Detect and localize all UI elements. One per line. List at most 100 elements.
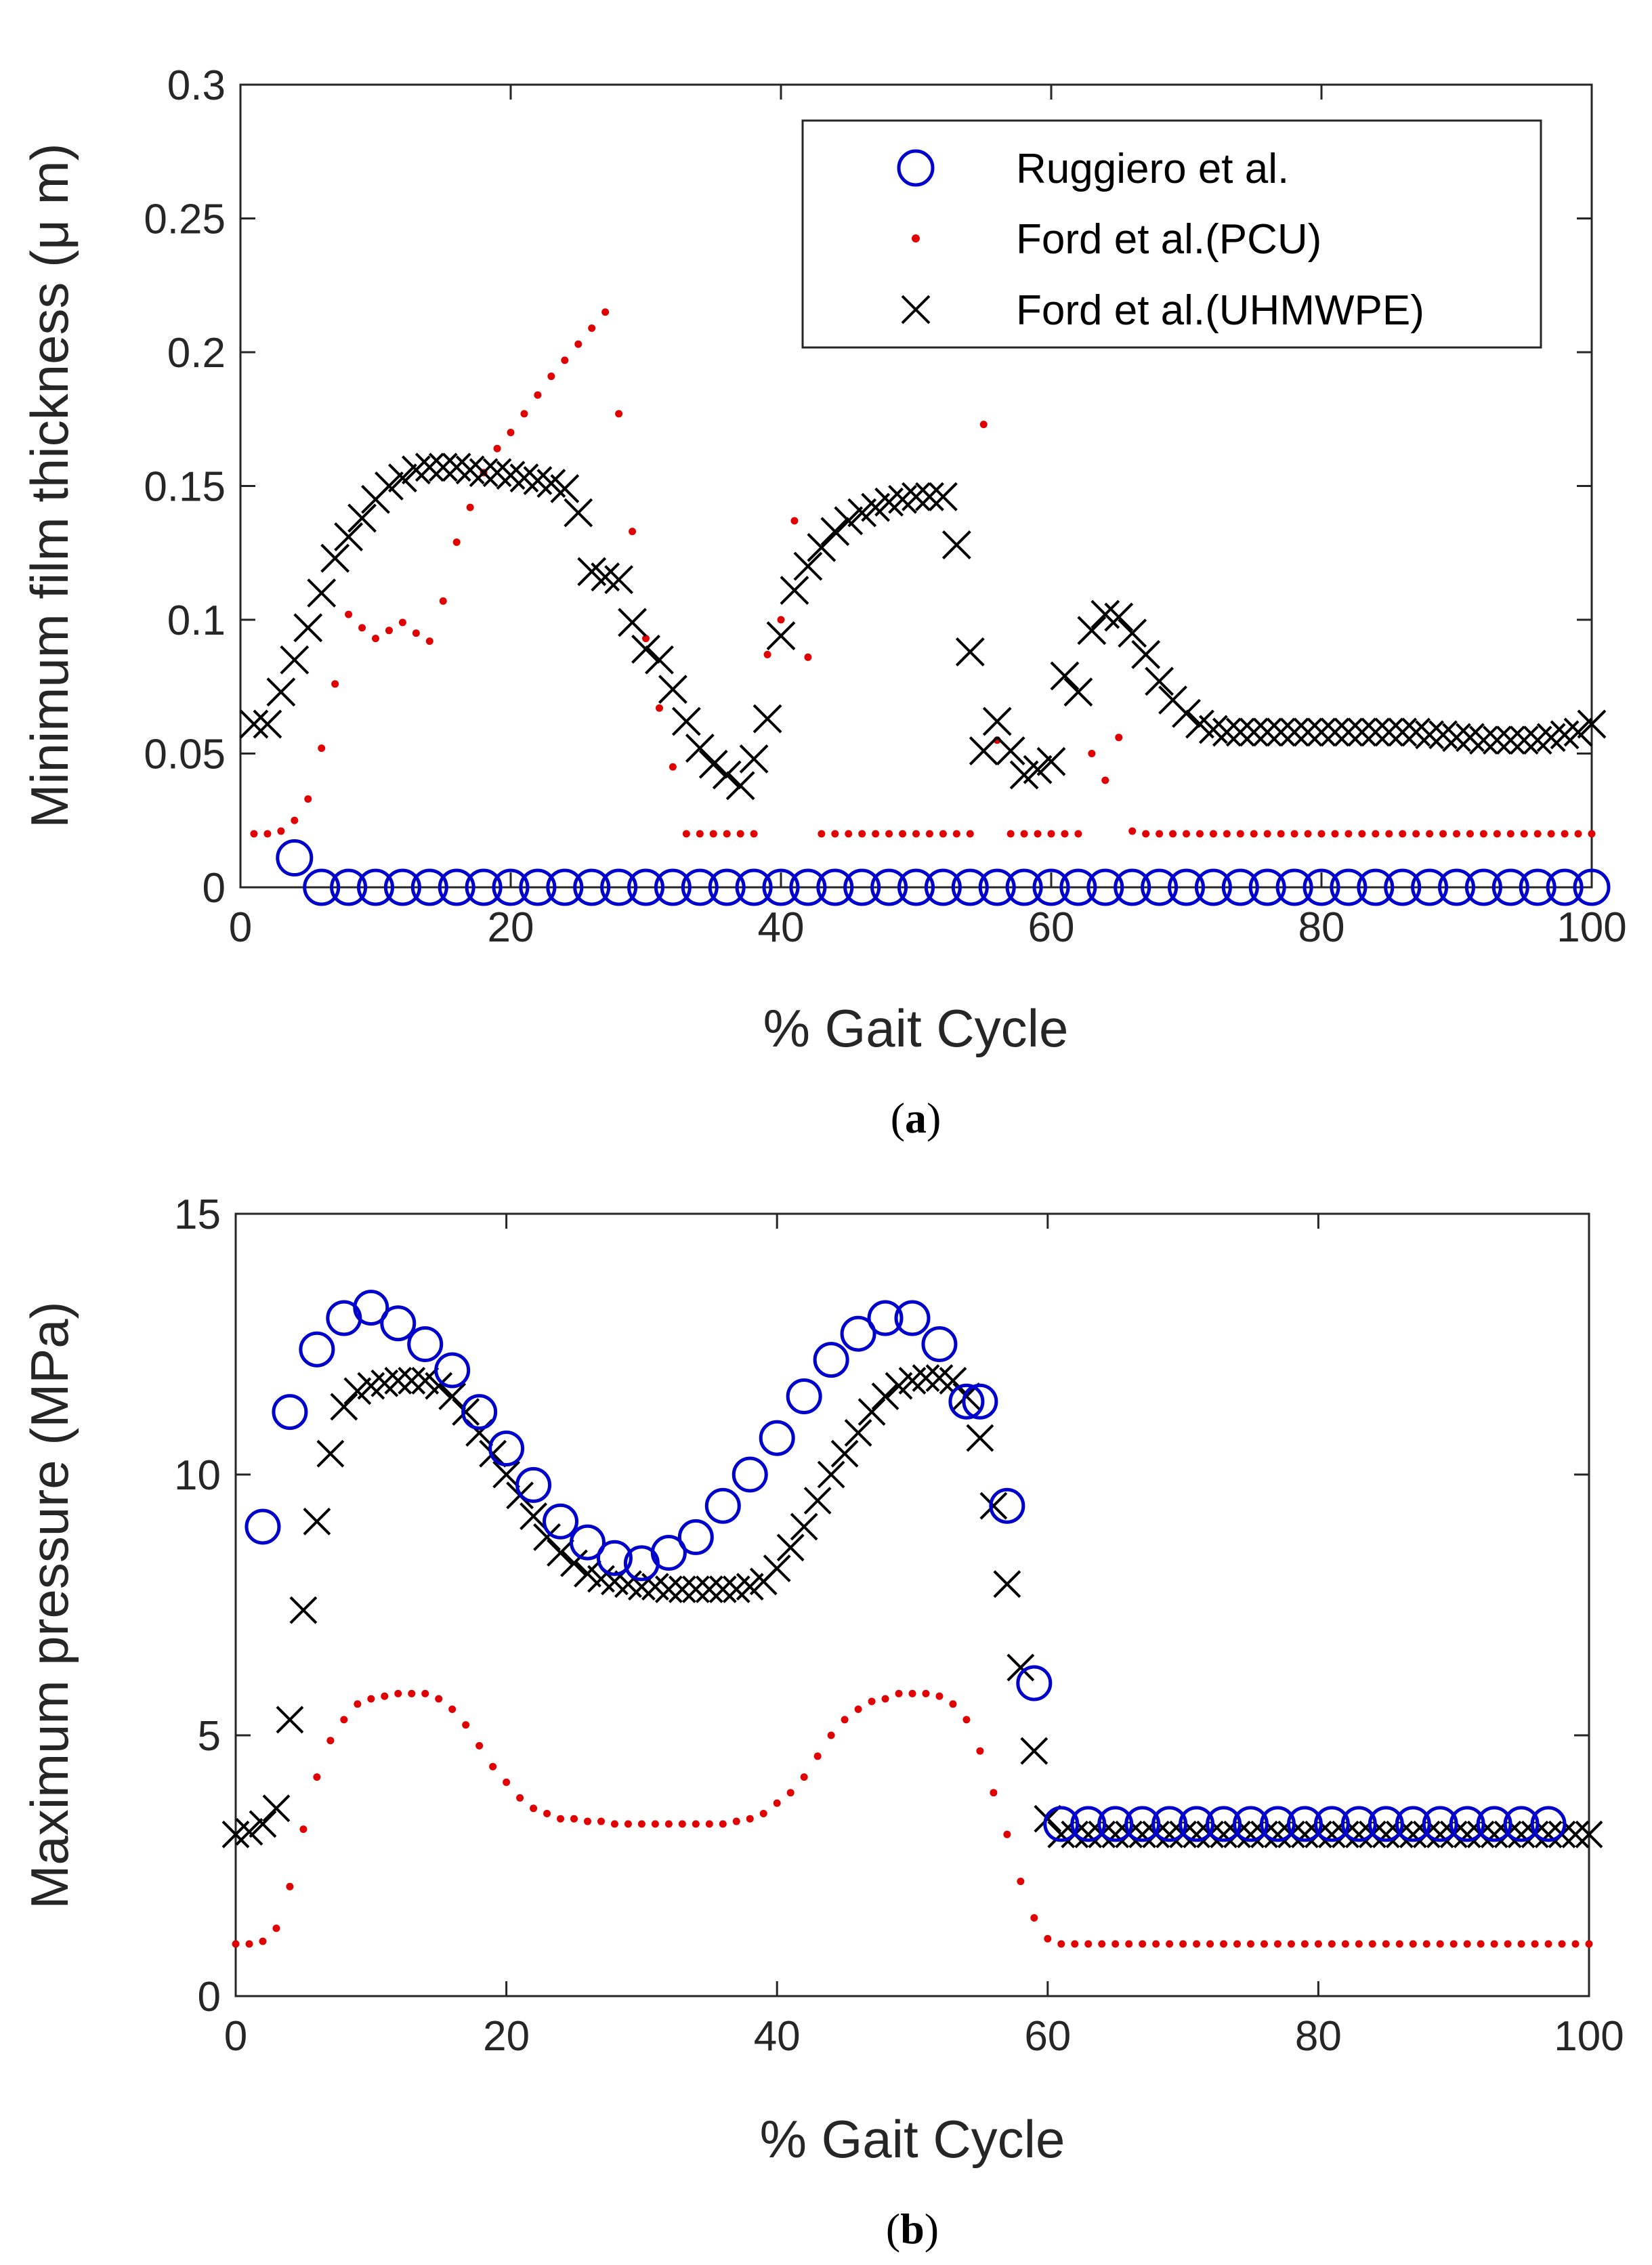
point-ford-et-al-pcu xyxy=(831,830,839,838)
point-ruggiero-et-al xyxy=(1168,868,1205,906)
point-ruggiero-et-al xyxy=(488,1431,525,1466)
point-ford-et-al-uhmwpe xyxy=(428,452,458,482)
point-ford-et-al-uhmwpe xyxy=(375,471,404,501)
point-ford-et-al-uhmwpe xyxy=(1225,717,1255,747)
point-ford-et-al-pcu xyxy=(597,1817,605,1825)
point-ford-et-al-pcu xyxy=(881,1695,889,1703)
point-ford-et-al-uhmwpe xyxy=(1426,1820,1454,1848)
point-ford-et-al-uhmwpe xyxy=(560,1549,588,1578)
point-ford-et-al-uhmwpe xyxy=(253,709,282,739)
point-ford-et-al-pcu xyxy=(1088,750,1096,757)
point-ruggiero-et-al xyxy=(677,1519,714,1555)
point-ford-et-al-uhmwpe xyxy=(993,1570,1021,1599)
point-ford-et-al-uhmwpe xyxy=(1036,746,1066,776)
point-ford-et-al-pcu xyxy=(1017,1878,1025,1886)
point-ford-et-al-pcu xyxy=(408,1689,416,1697)
point-ford-et-al-pcu xyxy=(1034,830,1042,838)
point-ford-et-al-uhmwpe xyxy=(739,744,769,774)
point-ford-et-al-pcu xyxy=(763,650,771,658)
point-ruggiero-et-al xyxy=(276,839,314,877)
point-ford-et-al-uhmwpe xyxy=(1534,1820,1563,1848)
point-ford-et-al-uhmwpe xyxy=(469,458,499,488)
point-ford-et-al-pcu xyxy=(318,744,326,753)
point-ruggiero-et-al xyxy=(438,868,475,906)
point-ford-et-al-pcu xyxy=(1588,830,1596,838)
point-ruggiero-et-al xyxy=(596,1540,633,1576)
legend-marker-ford-uhmwpe xyxy=(901,295,931,324)
point-ruggiero-et-al xyxy=(681,868,719,906)
point-ruggiero-et-al xyxy=(1476,1806,1512,1842)
point-ford-et-al-pcu xyxy=(1139,1940,1147,1948)
point-ford-et-al-uhmwpe xyxy=(793,551,823,581)
point-ford-et-al-pcu xyxy=(723,830,731,838)
chart-a-xtick-label: 60 xyxy=(1028,904,1075,951)
point-ford-et-al-pcu xyxy=(610,1820,618,1828)
point-ruggiero-et-al xyxy=(786,1378,822,1414)
point-ruggiero-et-al xyxy=(1546,868,1584,906)
point-ford-et-al-pcu xyxy=(746,1815,754,1823)
point-ruggiero-et-al xyxy=(1248,868,1286,906)
chart-b-ylabel: Maximum pressure (MPa) xyxy=(20,1301,79,1909)
point-ford-et-al-pcu xyxy=(1304,830,1312,838)
point-ford-et-al-uhmwpe xyxy=(425,1372,453,1400)
point-ford-et-al-pcu xyxy=(1260,1940,1268,1948)
point-ford-et-al-uhmwpe xyxy=(668,1575,696,1603)
point-ruggiero-et-al xyxy=(1438,868,1475,906)
point-ruggiero-et-al xyxy=(870,868,908,906)
point-ford-et-al-pcu xyxy=(976,1747,984,1755)
point-ruggiero-et-al xyxy=(380,1305,417,1342)
chart-a-xtick-label: 100 xyxy=(1556,904,1626,951)
point-ruggiero-et-al xyxy=(330,868,368,906)
point-ford-et-al-pcu xyxy=(858,830,866,838)
point-ford-et-al-pcu xyxy=(1544,1940,1552,1948)
point-ford-et-al-uhmwpe xyxy=(320,543,350,573)
legend-label-ford-uhmwpe: Ford et al.(UHMWPE) xyxy=(1016,287,1424,334)
point-ford-et-al-uhmwpe xyxy=(1372,1820,1400,1848)
point-ford-et-al-pcu xyxy=(272,1924,280,1932)
point-ford-et-al-pcu xyxy=(1558,1940,1566,1948)
point-ford-et-al-pcu xyxy=(1003,1830,1011,1838)
point-ford-et-al-pcu xyxy=(1344,830,1353,838)
point-ford-et-al-uhmwpe xyxy=(1131,639,1161,669)
point-ford-et-al-uhmwpe xyxy=(1482,725,1512,755)
point-ford-et-al-pcu xyxy=(561,356,569,364)
point-ford-et-al-pcu xyxy=(503,1778,511,1786)
point-ford-et-al-uhmwpe xyxy=(334,522,364,551)
point-ford-et-al-pcu xyxy=(570,1815,578,1823)
legend-label-ford-pcu: Ford et al.(PCU) xyxy=(1016,216,1321,263)
point-ford-et-al-uhmwpe xyxy=(871,1382,899,1410)
chart-a: 0 20 40 60 80 100 0 0.05 0.1 0.15 0.2 0.25 0.3 % Gai… xyxy=(20,62,1627,1142)
point-ford-et-al-pcu xyxy=(530,1804,538,1813)
chart-a-ytick-label: 0.1 xyxy=(167,597,226,644)
point-ruggiero-et-al xyxy=(840,1315,876,1352)
point-ford-et-al-pcu xyxy=(804,653,812,661)
point-ford-et-al-pcu xyxy=(304,795,312,803)
point-ford-et-al-uhmwpe xyxy=(681,1575,710,1603)
point-ruggiero-et-al xyxy=(1530,1806,1567,1842)
point-ruggiero-et-al xyxy=(1286,1806,1323,1842)
point-ford-et-al-pcu xyxy=(1179,1940,1187,1948)
point-ruggiero-et-al xyxy=(353,1290,389,1326)
point-ford-et-al-uhmwpe xyxy=(1020,1737,1049,1765)
point-ford-et-al-pcu xyxy=(1571,1940,1580,1948)
point-ford-et-al-uhmwpe xyxy=(996,736,1025,765)
point-ford-et-al-uhmwpe xyxy=(276,1706,304,1734)
point-ruggiero-et-al xyxy=(654,868,692,906)
point-ford-et-al-uhmwpe xyxy=(438,1382,467,1410)
point-ruggiero-et-al xyxy=(894,1300,931,1336)
chart-a-xlabel: % Gait Cycle xyxy=(763,998,1069,1058)
point-ford-et-al-uhmwpe xyxy=(1344,1820,1373,1848)
point-ruggiero-et-al xyxy=(1032,868,1070,906)
point-ford-et-al-uhmwpe xyxy=(645,645,674,675)
point-ford-et-al-uhmwpe xyxy=(1063,677,1093,707)
point-ruggiero-et-al xyxy=(951,868,989,906)
point-ford-et-al-pcu xyxy=(385,627,393,635)
point-ruggiero-et-al xyxy=(1086,868,1124,906)
point-ford-et-al-pcu xyxy=(939,830,947,838)
point-ford-et-al-pcu xyxy=(1368,1940,1376,1948)
point-ford-et-al-uhmwpe xyxy=(1468,725,1498,755)
point-ford-et-al-pcu xyxy=(299,1825,308,1834)
point-ford-et-al-pcu xyxy=(750,830,758,838)
chart-a-ytick-label: 0.15 xyxy=(144,464,226,511)
point-ruggiero-et-al xyxy=(759,1420,795,1456)
